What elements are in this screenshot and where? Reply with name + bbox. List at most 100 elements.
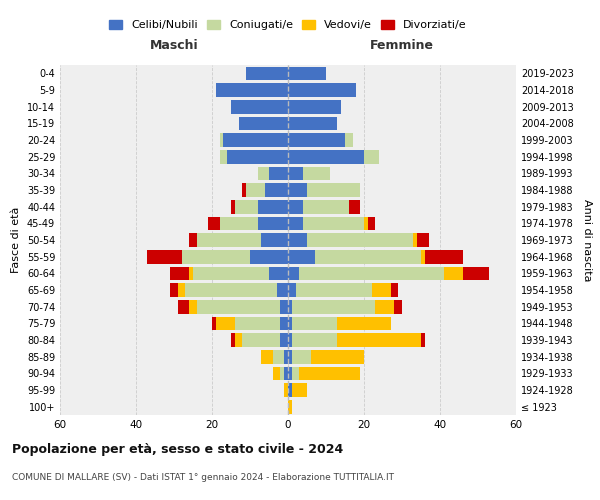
Bar — [257, 166, 269, 180]
Bar — [413, 233, 417, 247]
Y-axis label: Anni di nascita: Anni di nascita — [582, 198, 592, 281]
Bar — [227, 150, 288, 164]
Bar — [288, 150, 364, 164]
Bar — [239, 116, 288, 130]
Bar — [231, 200, 235, 213]
Bar — [220, 216, 257, 230]
Bar — [288, 116, 337, 130]
Bar — [242, 183, 246, 197]
Text: Popolazione per età, sesso e stato civile - 2024: Popolazione per età, sesso e stato civil… — [12, 442, 343, 456]
Bar — [288, 300, 292, 314]
Bar — [223, 133, 288, 147]
Bar — [220, 133, 223, 147]
Bar — [235, 200, 257, 213]
Bar — [250, 250, 288, 264]
Bar — [273, 366, 280, 380]
Bar — [345, 133, 353, 147]
Bar — [235, 333, 242, 347]
Bar — [337, 316, 391, 330]
Bar — [288, 66, 326, 80]
Bar — [299, 366, 360, 380]
Bar — [182, 250, 250, 264]
Bar — [262, 233, 288, 247]
Bar — [280, 333, 288, 347]
Bar — [299, 266, 444, 280]
Bar — [417, 233, 428, 247]
Bar — [288, 233, 307, 247]
Bar — [337, 333, 421, 347]
Bar — [296, 283, 371, 297]
Bar — [288, 200, 303, 213]
Bar — [421, 333, 425, 347]
Bar — [288, 183, 307, 197]
Bar — [280, 316, 288, 330]
Bar — [212, 316, 216, 330]
Bar — [235, 316, 280, 330]
Bar — [288, 350, 292, 364]
Bar — [391, 283, 398, 297]
Bar — [246, 66, 288, 80]
Bar — [148, 250, 182, 264]
Bar — [208, 216, 220, 230]
Bar — [288, 216, 303, 230]
Bar — [292, 383, 307, 397]
Bar — [463, 266, 490, 280]
Bar — [269, 266, 288, 280]
Bar — [178, 283, 185, 297]
Bar — [425, 250, 463, 264]
Bar — [349, 200, 360, 213]
Bar — [292, 316, 337, 330]
Bar — [314, 250, 421, 264]
Bar — [265, 183, 288, 197]
Bar — [246, 183, 265, 197]
Bar — [257, 200, 288, 213]
Bar — [288, 283, 296, 297]
Bar — [189, 300, 197, 314]
Bar — [364, 216, 368, 230]
Bar — [288, 100, 341, 114]
Bar — [216, 316, 235, 330]
Y-axis label: Fasce di età: Fasce di età — [11, 207, 21, 273]
Bar — [364, 150, 379, 164]
Bar — [307, 233, 413, 247]
Bar — [189, 233, 197, 247]
Bar — [421, 250, 425, 264]
Bar — [197, 233, 262, 247]
Bar — [311, 350, 364, 364]
Text: Femmine: Femmine — [370, 38, 434, 52]
Bar — [284, 350, 288, 364]
Bar — [288, 266, 299, 280]
Bar — [288, 83, 356, 97]
Bar — [444, 266, 463, 280]
Bar — [288, 316, 292, 330]
Bar — [170, 283, 178, 297]
Bar — [193, 266, 269, 280]
Text: COMUNE DI MALLARE (SV) - Dati ISTAT 1° gennaio 2024 - Elaborazione TUTTITALIA.IT: COMUNE DI MALLARE (SV) - Dati ISTAT 1° g… — [12, 473, 394, 482]
Bar — [292, 333, 337, 347]
Bar — [197, 300, 280, 314]
Bar — [170, 266, 189, 280]
Bar — [303, 216, 364, 230]
Bar — [257, 216, 288, 230]
Bar — [288, 366, 292, 380]
Bar — [288, 250, 314, 264]
Bar — [288, 333, 292, 347]
Bar — [307, 183, 360, 197]
Bar — [231, 100, 288, 114]
Bar — [303, 200, 349, 213]
Text: Maschi: Maschi — [149, 38, 199, 52]
Bar — [288, 166, 303, 180]
Bar — [277, 283, 288, 297]
Bar — [376, 300, 394, 314]
Bar — [288, 133, 345, 147]
Bar — [292, 366, 299, 380]
Bar — [368, 216, 376, 230]
Bar — [189, 266, 193, 280]
Bar — [185, 283, 277, 297]
Bar — [284, 366, 288, 380]
Bar — [288, 400, 292, 413]
Bar — [292, 300, 376, 314]
Bar — [284, 383, 288, 397]
Bar — [269, 166, 288, 180]
Bar — [242, 333, 280, 347]
